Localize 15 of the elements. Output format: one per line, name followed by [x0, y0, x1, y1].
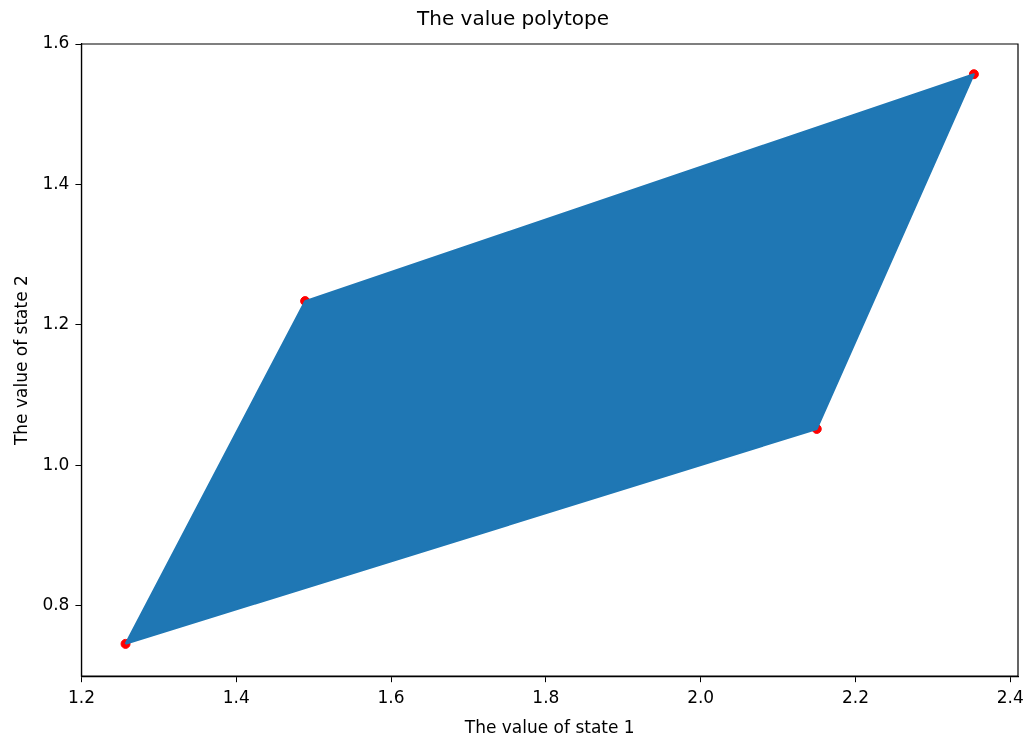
x-tick-label: 1.6 [377, 686, 405, 707]
x-tick-label: 1.8 [532, 686, 560, 707]
chart-title: The value polytope [416, 6, 609, 31]
y-axis-title: The value of state 2 [10, 275, 31, 447]
x-tick-label: 1.4 [222, 686, 250, 707]
y-tick-label: 1.0 [42, 453, 70, 474]
x-tick-label: 2.2 [841, 686, 869, 707]
x-tick-label: 2.4 [996, 686, 1024, 707]
y-tick-label: 1.2 [42, 313, 70, 334]
x-tick-label: 1.2 [67, 686, 95, 707]
x-axis-title: The value of state 1 [463, 717, 635, 738]
x-tick-label: 2.0 [687, 686, 715, 707]
y-tick-label: 1.6 [42, 32, 70, 53]
y-tick-label: 0.8 [42, 594, 70, 615]
y-tick-label: 1.4 [42, 172, 70, 193]
